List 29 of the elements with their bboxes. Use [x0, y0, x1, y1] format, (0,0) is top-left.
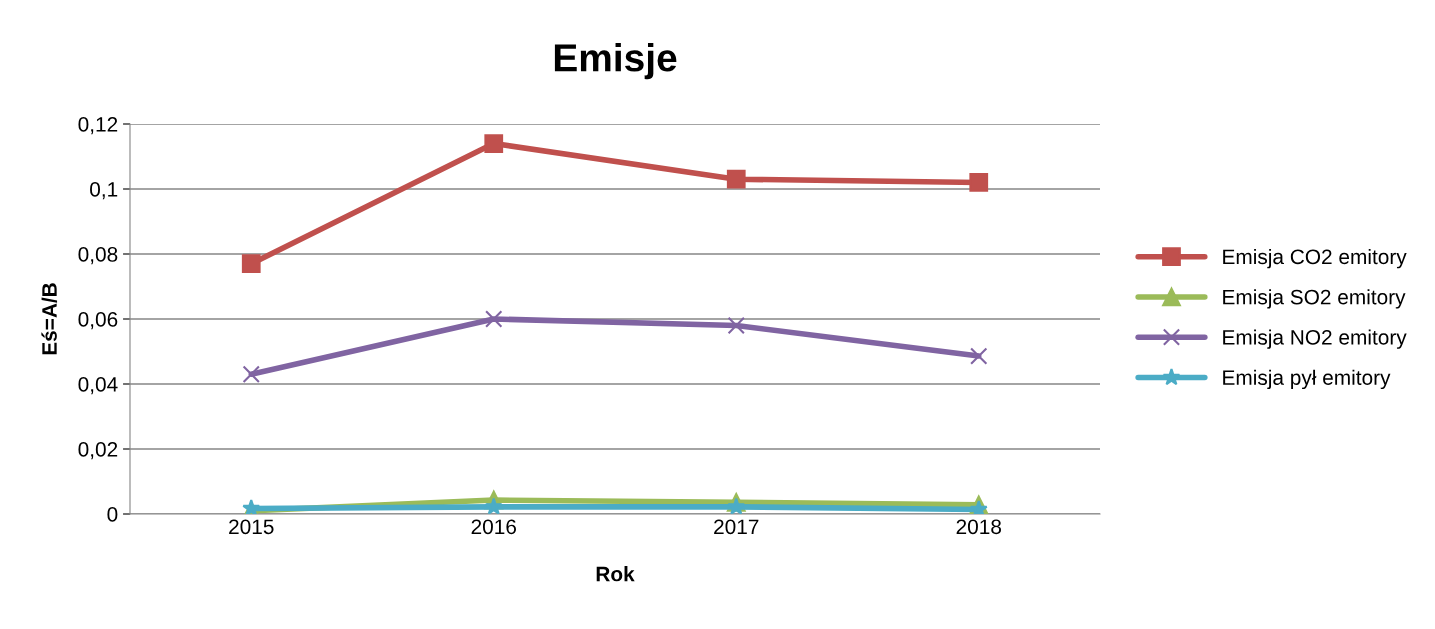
point — [484, 134, 504, 153]
point — [727, 316, 745, 335]
point — [969, 173, 989, 192]
legend-label: Emisja SO2 emitory — [1223, 289, 1406, 309]
legend-label: Emisja pył emitory — [1223, 369, 1391, 390]
y-tick-label: 0,12 — [78, 117, 118, 135]
y-tick-label: 0,08 — [78, 247, 118, 265]
y-tick-label: 0,04 — [78, 377, 118, 395]
point — [726, 169, 746, 189]
point — [242, 365, 260, 383]
point — [484, 497, 503, 514]
point — [241, 254, 261, 274]
point — [969, 500, 988, 514]
y-tick-label: 0,02 — [78, 442, 118, 460]
x-tick-label: 2017 — [714, 519, 759, 535]
legend-label: Emisja CO2 emitory — [1223, 248, 1407, 269]
y-tick-label: 0,1 — [90, 182, 118, 200]
y-tick-label: 0,06 — [78, 312, 118, 330]
chart-title: Emisje — [554, 43, 677, 80]
legend-label: Emisja NO2 emitory — [1223, 329, 1407, 349]
y-tick-label: 0 — [107, 507, 118, 522]
point — [727, 497, 746, 514]
x-tick-label: 2016 — [471, 519, 517, 535]
x-axis-title: Rok — [596, 566, 635, 582]
point — [485, 310, 503, 328]
y-axis-title: Eś=A/B — [41, 283, 58, 355]
x-tick-label: 2015 — [229, 519, 274, 535]
x-tick-label: 2018 — [956, 519, 1002, 535]
point — [970, 347, 988, 365]
